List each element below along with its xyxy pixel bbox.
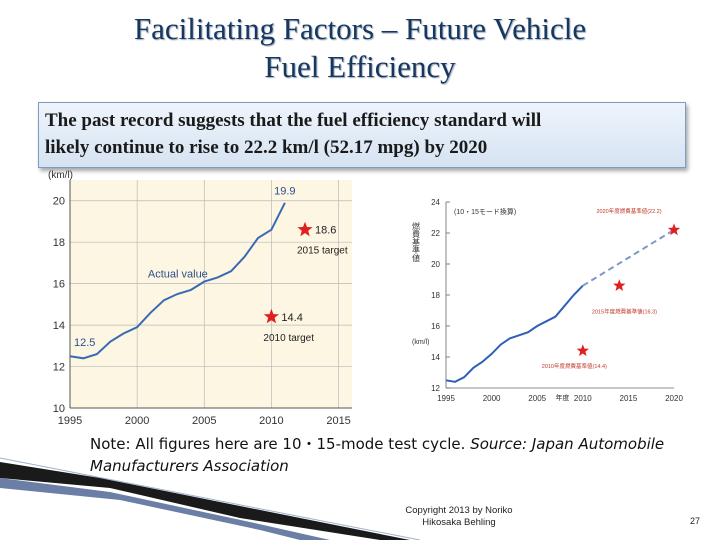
footnote-text: Note: All figures here are 10・15-mode te… bbox=[90, 435, 471, 453]
footnote-source: Source: Japan Automobile Manufacturers A… bbox=[90, 435, 665, 475]
y-tick-label: 12 bbox=[431, 384, 440, 393]
vertical-axis-label: 燃費基準値 bbox=[412, 221, 421, 263]
target-star bbox=[263, 308, 279, 324]
x-tick-label: 2000 bbox=[125, 415, 149, 427]
target-star bbox=[576, 344, 589, 357]
y-axis-label: (km/l) bbox=[48, 170, 73, 181]
target-year-label: 2010 target bbox=[263, 333, 314, 344]
target-label: 2010年度燃費基準値(14.4) bbox=[542, 362, 607, 370]
y-tick-label: 14 bbox=[53, 320, 65, 332]
footnote: Note: All figures here are 10・15-mode te… bbox=[90, 433, 690, 477]
target-value-label: 18.6 bbox=[315, 225, 336, 237]
title-line-1: Facilitating Factors – Future Vehicle bbox=[133, 11, 587, 46]
projection-line bbox=[582, 229, 675, 287]
y-tick-label: 16 bbox=[53, 279, 65, 291]
target-star bbox=[667, 223, 681, 236]
y-axis-label: (km/l) bbox=[412, 339, 430, 346]
y-tick-label: 18 bbox=[431, 291, 440, 300]
x-tick-label: 2005 bbox=[528, 394, 546, 403]
target-value-label: 14.4 bbox=[281, 312, 302, 324]
footer-decoration bbox=[0, 457, 421, 540]
y-tick-label: 22 bbox=[431, 229, 440, 238]
y-tick-label: 18 bbox=[53, 237, 65, 249]
y-tick-label: 12 bbox=[53, 362, 65, 374]
callout-box: The past record suggests that the fuel e… bbox=[38, 102, 686, 168]
title-line-2: Fuel Efficiency bbox=[264, 49, 456, 84]
end-value-label: 19.9 bbox=[274, 186, 295, 198]
x-tick-label: 2015 bbox=[326, 415, 350, 427]
x-tick-label: 2010 bbox=[574, 394, 592, 403]
callout-line-1: The past record suggests that the fuel e… bbox=[45, 110, 542, 131]
callout-text: The past record suggests that the fuel e… bbox=[45, 107, 681, 161]
x-tick-label: 2000 bbox=[483, 394, 501, 403]
legend-note: (10・15モード換算) bbox=[454, 207, 516, 216]
slide-title: Facilitating Factors – Future Vehicle Fu… bbox=[40, 10, 680, 86]
actual-value-line bbox=[69, 202, 286, 360]
y-tick-label: 16 bbox=[431, 322, 440, 331]
series-label: Actual value bbox=[148, 268, 208, 280]
target-star bbox=[297, 221, 313, 237]
copyright-text: Copyright 2013 by Noriko Hikosaka Behlin… bbox=[405, 505, 513, 528]
x-axis-label: 年度 bbox=[555, 393, 569, 402]
x-tick-label: 2015 bbox=[620, 394, 638, 403]
x-tick-label: 2005 bbox=[192, 415, 216, 427]
right-fuel-efficiency-chart: 12 14 16 18 20 22 24 1995 2000 2005 2010 2015 2020 (1… bbox=[412, 198, 684, 403]
y-tick-label: 24 bbox=[431, 198, 440, 207]
target-label: 2020年度燃費基準値(22.2) bbox=[596, 207, 661, 215]
x-tick-label: 1995 bbox=[437, 394, 455, 403]
target-label: 2015年度燃費基準値(16.3) bbox=[592, 308, 657, 316]
x-tick-label: 2010 bbox=[259, 415, 283, 427]
page-number: 27 bbox=[690, 516, 701, 526]
callout-line-2: likely continue to rise to 22.2 km/l (52… bbox=[45, 137, 488, 158]
actual-line bbox=[445, 285, 584, 383]
left-fuel-efficiency-chart: 10 12 14 16 18 20 1995 2000 2005 2010 2015 (km/l) Ac… bbox=[48, 170, 352, 427]
x-tick-label: 2020 bbox=[665, 394, 683, 403]
y-tick-label: 20 bbox=[431, 260, 440, 269]
y-tick-label: 14 bbox=[431, 353, 440, 362]
x-tick-label: 1995 bbox=[58, 415, 82, 427]
y-tick-label: 10 bbox=[53, 403, 65, 415]
start-value-label: 12.5 bbox=[74, 337, 95, 349]
plot-area bbox=[70, 180, 352, 408]
target-year-label: 2015 target bbox=[297, 246, 348, 257]
y-tick-label: 20 bbox=[53, 196, 65, 208]
target-star bbox=[613, 279, 626, 291]
